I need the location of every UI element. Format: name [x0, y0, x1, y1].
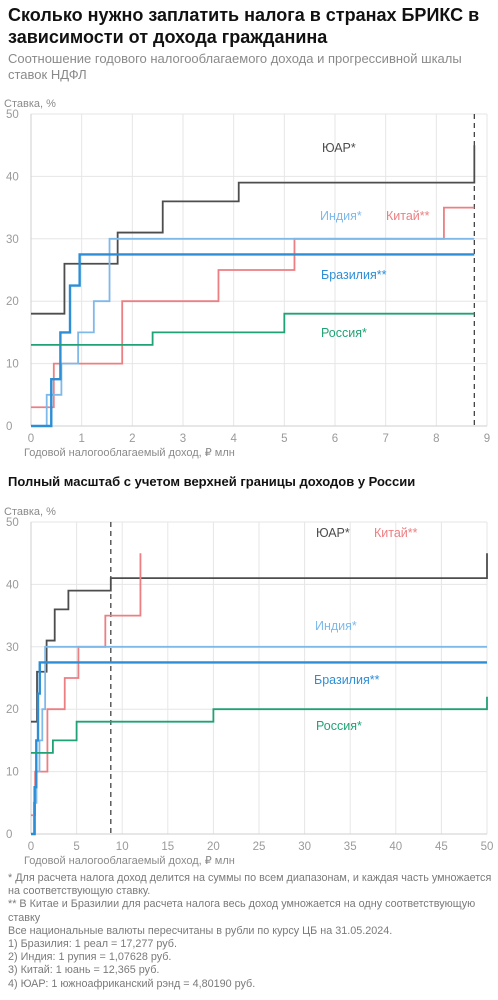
series-label-south_africa: ЮАР*: [316, 526, 350, 540]
x-tick-label: 45: [435, 841, 448, 853]
footnote-india-rate: 2) Индия: 1 рупия = 1,07628 руб.: [8, 951, 172, 964]
chart-title: Сколько нужно заплатить налога в странах…: [8, 5, 480, 47]
x-tick-label: 20: [207, 841, 220, 853]
series-line-china: [31, 553, 142, 817]
x-tick-label: 6: [332, 433, 338, 445]
y-tick-label: 10: [6, 359, 19, 371]
x-tick-label: 25: [253, 841, 266, 853]
series-label-china: Китай**: [374, 526, 418, 540]
y-tick-label: 30: [6, 234, 19, 246]
series-label-china: Китай**: [386, 209, 430, 223]
y-axis-label: Ставка, %: [4, 98, 56, 110]
y-tick-label: 40: [6, 579, 19, 591]
x-tick-label: 7: [382, 433, 388, 445]
footnote-flat: ** В Китае и Бразилии для расчета налога…: [8, 898, 476, 924]
x-tick-label: 3: [180, 433, 186, 445]
series-line-brazil: [31, 661, 487, 836]
y-tick-label: 40: [6, 171, 19, 183]
series-label-brazil: Бразилия**: [321, 268, 387, 282]
chart-full-scale: Ставка, % 0 10 20 30 40 50 0 5 10 15 20 25 30 35 40 45 50…: [4, 506, 494, 867]
footnote-progressive: * Для расчета налога доход делится на су…: [8, 872, 492, 898]
series-label-south_africa: ЮАР*: [322, 141, 356, 155]
x-tick-label: 15: [161, 841, 174, 853]
series-line-south_africa: [31, 145, 476, 315]
series-label-russia: Россия*: [316, 719, 362, 733]
x-axis-label: Годовой налогооблагаемый доход, ₽ млн: [24, 855, 235, 867]
series-label-brazil: Бразилия**: [314, 673, 380, 687]
y-tick-label: 50: [6, 109, 19, 121]
x-tick-label: 4: [230, 433, 237, 445]
x-tick-label: 0: [28, 841, 34, 853]
x-tick-label: 5: [281, 433, 287, 445]
y-tick-label: 0: [6, 421, 12, 433]
footnote-china-rate: 3) Китай: 1 юань = 12,365 руб.: [8, 964, 160, 977]
chart-zoomed: Ставка, % 0 10 20 30 40 50 0 1 2 3 4 5 6 7 8 9 Годовой на…: [4, 98, 490, 459]
x-tick-label: 1: [78, 433, 84, 445]
x-tick-label: 2: [129, 433, 135, 445]
series-line-russia: [31, 312, 475, 346]
x-tick-label: 8: [433, 433, 439, 445]
x-tick-label: 40: [389, 841, 402, 853]
footnote-currency: Все национальные валюты пересчитаны в ру…: [8, 924, 393, 937]
series-label-india: Индия*: [315, 619, 357, 633]
footnote-sa-rate: 4) ЮАР: 1 южноафриканский рэнд = 4,80190…: [8, 977, 256, 990]
y-tick-label: 10: [6, 767, 19, 779]
x-tick-label: 50: [481, 841, 494, 853]
footnotes: * Для расчета налога доход делится на су…: [8, 872, 494, 991]
y-tick-label: 30: [6, 642, 19, 654]
footnote-brazil-rate: 1) Бразилия: 1 реал = 17,277 руб.: [8, 938, 177, 951]
x-tick-label: 30: [298, 841, 311, 853]
y-axis-label: Ставка, %: [4, 506, 56, 518]
series-label-india: Индия*: [320, 209, 362, 223]
y-tick-label: 20: [6, 296, 19, 308]
y-tick-label: 0: [6, 829, 12, 841]
series-line-china: [31, 206, 475, 409]
series-label-russia: Россия*: [321, 326, 367, 340]
x-tick-label: 0: [28, 433, 34, 445]
series-line-india: [31, 237, 475, 427]
series-line-south_africa: [31, 553, 488, 723]
y-tick-label: 50: [6, 517, 19, 529]
chart-subtitle: Соотношение годового налогооблагаемого д…: [8, 51, 462, 82]
x-tick-label: 9: [484, 433, 490, 445]
x-axis-label: Годовой налогооблагаемый доход, ₽ млн: [24, 447, 235, 459]
x-tick-label: 10: [116, 841, 129, 853]
section-title-full-scale: Полный масштаб с учетом верхней границы …: [8, 474, 416, 489]
x-tick-label: 5: [73, 841, 79, 853]
series-line-russia: [31, 696, 488, 754]
y-tick-label: 20: [6, 704, 19, 716]
x-tick-label: 35: [344, 841, 357, 853]
series-line-brazil: [31, 253, 475, 428]
